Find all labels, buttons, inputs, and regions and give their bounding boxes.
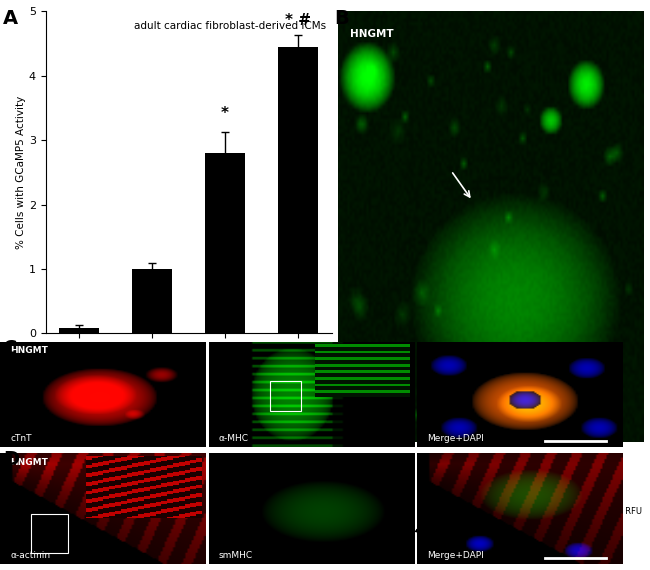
Bar (270, 381, 301, 410)
Text: 1 s: 1 s (590, 540, 601, 549)
Text: A: A (3, 9, 18, 27)
Text: α-actinin: α-actinin (10, 551, 51, 560)
Bar (58, 328, 99, 333)
Bar (31, 514, 68, 553)
Text: B: B (335, 9, 350, 27)
Text: Merge+DAPI: Merge+DAPI (428, 434, 484, 443)
Text: adult cardiac fibroblast-derived iCMs: adult cardiac fibroblast-derived iCMs (134, 21, 326, 31)
Text: cTnT: cTnT (10, 434, 32, 443)
Text: HNGMT: HNGMT (10, 346, 48, 355)
Text: 10 RFU: 10 RFU (612, 507, 642, 516)
Bar (278, 47, 318, 333)
Text: C: C (3, 339, 18, 358)
Text: *: * (221, 106, 229, 121)
Bar (132, 269, 172, 333)
Text: * #: * # (285, 13, 311, 27)
Text: HNGMT: HNGMT (350, 28, 394, 39)
Y-axis label: % Cells with GCaMP5 Activity: % Cells with GCaMP5 Activity (16, 96, 26, 249)
Text: D: D (3, 450, 20, 469)
Text: α-MHC: α-MHC (219, 434, 249, 443)
Text: smMHC: smMHC (219, 551, 253, 560)
Text: GCaMP5: GCaMP5 (350, 414, 398, 425)
Text: Merge+DAPI: Merge+DAPI (428, 551, 484, 560)
Text: HNGMT: HNGMT (10, 458, 48, 467)
Bar (205, 153, 245, 333)
